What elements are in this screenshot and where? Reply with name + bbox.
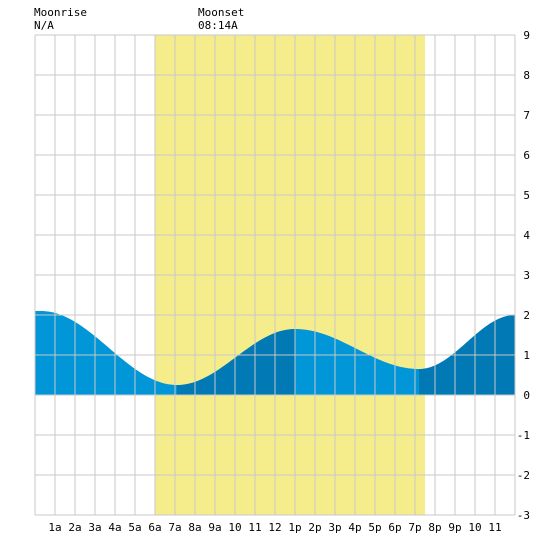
y-tick-label: -2 <box>517 469 530 482</box>
x-tick-label: 11 <box>248 521 261 534</box>
x-tick-label: 2p <box>308 521 321 534</box>
y-tick-label: 2 <box>523 309 530 322</box>
y-tick-label: 8 <box>523 69 530 82</box>
y-tick-label: -1 <box>517 429 530 442</box>
tide-falling-area <box>295 329 419 395</box>
x-tick-label: 5a <box>128 521 141 534</box>
y-tick-label: 5 <box>523 189 530 202</box>
x-tick-label: 6p <box>388 521 401 534</box>
moonset-label: Moonset <box>198 6 245 19</box>
x-tick-label: 5p <box>368 521 381 534</box>
y-tick-label: 7 <box>523 109 530 122</box>
x-tick-label: 8a <box>188 521 201 534</box>
x-tick-label: 7a <box>168 521 181 534</box>
x-tick-label: 12 <box>268 521 281 534</box>
x-tick-label: 11 <box>488 521 501 534</box>
x-tick-label: 4p <box>348 521 361 534</box>
x-tick-label: 1a <box>48 521 61 534</box>
moonrise-label: Moonrise <box>34 6 87 19</box>
moonset-value: 08:14A <box>198 19 238 32</box>
y-tick-label: 9 <box>523 29 530 42</box>
tide-rising-area <box>177 329 295 395</box>
x-tick-label: 4a <box>108 521 121 534</box>
x-tick-label: 6a <box>148 521 161 534</box>
x-tick-label: 2a <box>68 521 81 534</box>
x-tick-label: 10 <box>468 521 481 534</box>
x-tick-label: 7p <box>408 521 421 534</box>
x-tick-label: 10 <box>228 521 241 534</box>
x-tick-label: 1p <box>288 521 301 534</box>
y-tick-label: 1 <box>523 349 530 362</box>
x-tick-label: 3p <box>328 521 341 534</box>
x-tick-label: 3a <box>88 521 101 534</box>
y-tick-label: 3 <box>523 269 530 282</box>
x-tick-label: 9p <box>448 521 461 534</box>
x-tick-label: 9a <box>208 521 221 534</box>
y-tick-label: -3 <box>517 509 530 522</box>
y-tick-label: 0 <box>523 389 530 402</box>
x-tick-label: 8p <box>428 521 441 534</box>
moonrise-value: N/A <box>34 19 54 32</box>
y-tick-label: 6 <box>523 149 530 162</box>
y-tick-label: 4 <box>523 229 530 242</box>
tide-falling-area <box>35 311 41 395</box>
